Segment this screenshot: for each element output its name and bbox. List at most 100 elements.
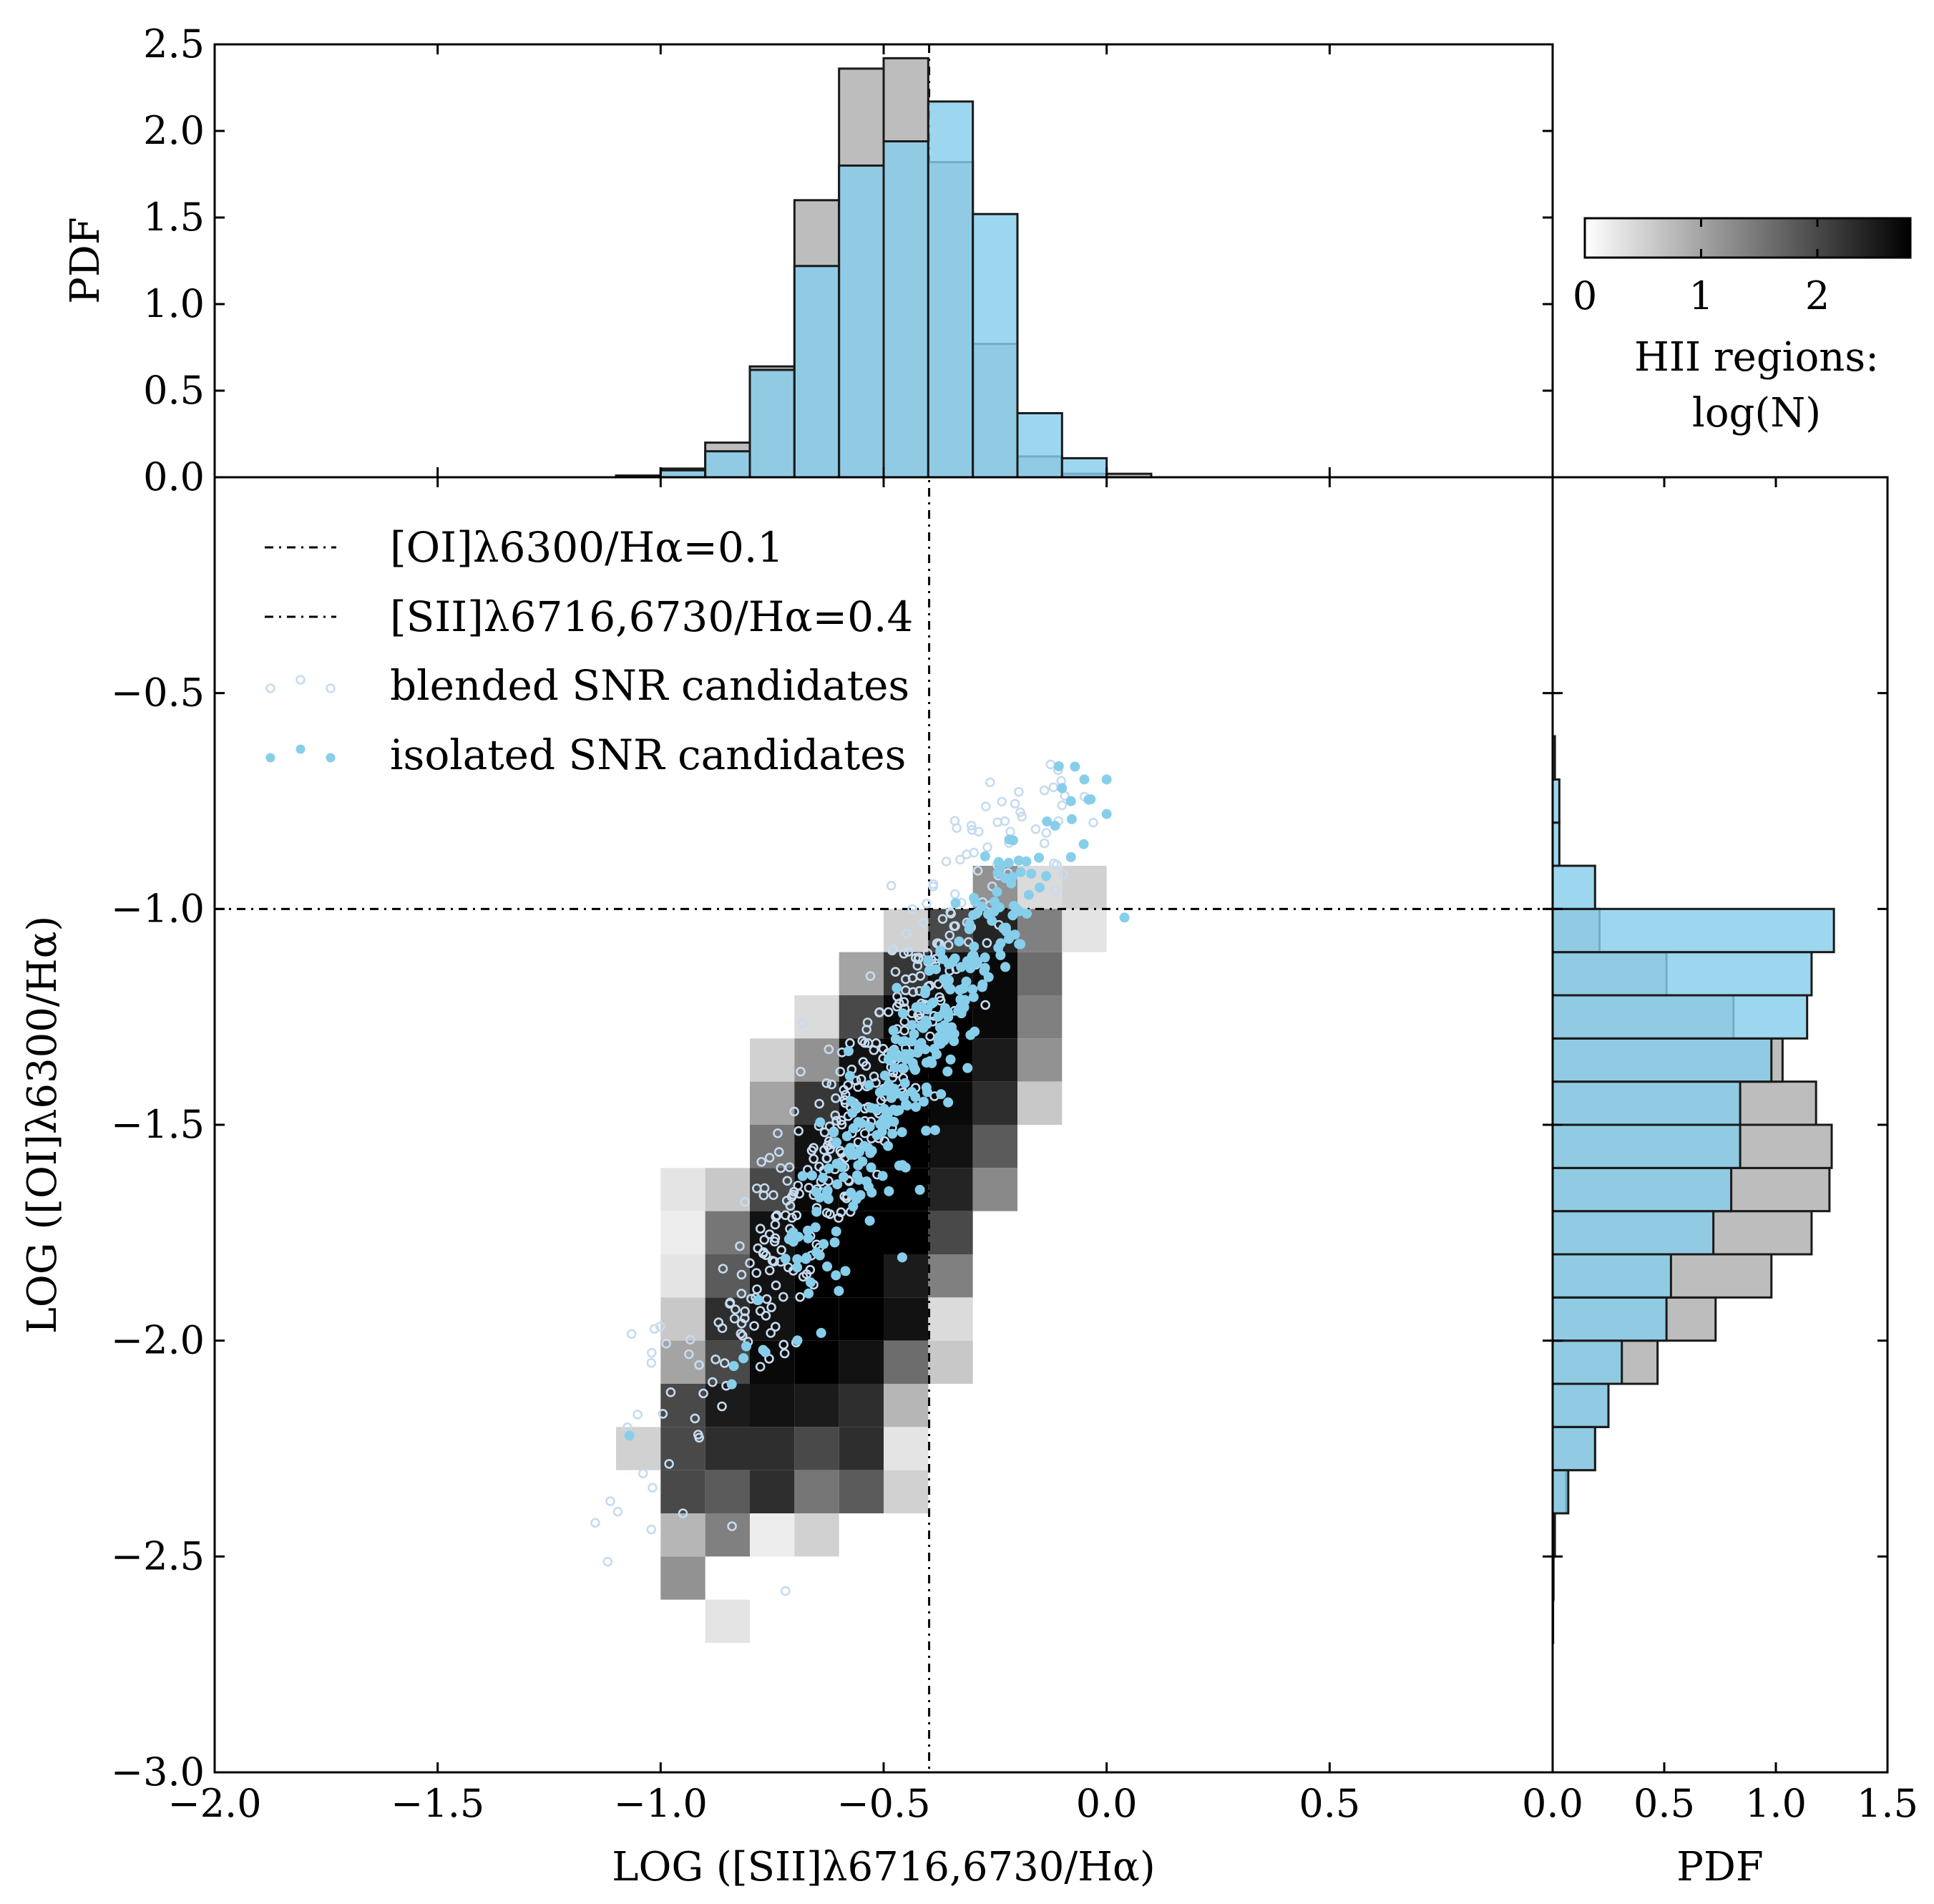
isolated-snr-point bbox=[797, 1171, 808, 1181]
isolated-snr-point bbox=[980, 851, 990, 861]
isolated-snr-point bbox=[834, 1286, 844, 1297]
isolated-snr-point bbox=[910, 1092, 921, 1103]
legend-blended-marker bbox=[296, 675, 306, 685]
isolated-snr-point bbox=[949, 953, 960, 964]
blended-snr-point bbox=[735, 1241, 745, 1251]
blended-snr-point bbox=[997, 796, 1007, 807]
blended-snr-point bbox=[1014, 786, 1024, 797]
blended-snr-point bbox=[821, 1208, 832, 1218]
isolated-snr-point bbox=[1042, 816, 1053, 827]
hii-density-cell bbox=[750, 1470, 795, 1513]
isolated-snr-point bbox=[845, 1149, 856, 1160]
hii-density-cell bbox=[928, 1168, 973, 1211]
isolated-snr-point bbox=[909, 1029, 919, 1040]
main-axis-ticks: −2.0 −1.5 −1.0 −0.5 0.0 0.5 −3.0 −2.5 −2.0 −1.5 −1… bbox=[111, 477, 1553, 1826]
isolated-snr-point bbox=[900, 1162, 911, 1173]
hii-density-cell bbox=[839, 1211, 884, 1254]
hii-density-cell bbox=[1017, 1081, 1063, 1125]
isolated-snr-point bbox=[970, 897, 981, 907]
isolated-snr-point bbox=[803, 1233, 814, 1244]
blended-snr-point bbox=[770, 1219, 781, 1230]
isolated-snr-point bbox=[821, 1187, 832, 1198]
hii-density-map bbox=[616, 866, 1107, 1643]
isolated-snr-point bbox=[1119, 912, 1130, 923]
isolated-snr-point bbox=[844, 1070, 855, 1081]
isolated-snr-point bbox=[1041, 871, 1052, 882]
blended-snr-point bbox=[633, 1410, 643, 1420]
isolated-snr-point bbox=[829, 1237, 840, 1248]
isolated-snr-point bbox=[889, 1116, 899, 1127]
hii-density-cell bbox=[794, 995, 839, 1039]
blended-snr-point bbox=[661, 1339, 671, 1349]
isolated-snr-point bbox=[936, 1089, 947, 1100]
isolated-snr-point bbox=[899, 1063, 909, 1074]
blended-snr-point bbox=[826, 1079, 837, 1090]
hii-density-cell bbox=[705, 1513, 750, 1557]
hii-density-cell bbox=[660, 1470, 705, 1513]
blended-snr-point bbox=[646, 1347, 657, 1358]
isolated-snr-point bbox=[922, 1087, 932, 1098]
isolated-snr-point bbox=[848, 1201, 859, 1211]
isolated-snr-point bbox=[828, 1127, 839, 1138]
top-y-tick-label: 0.5 bbox=[143, 368, 205, 413]
isolated-snr-point bbox=[1053, 761, 1064, 771]
blended-snr-point bbox=[694, 1360, 704, 1370]
blended-snr-point bbox=[955, 854, 965, 865]
hii-density-cell bbox=[839, 995, 884, 1039]
isolated-snr-point bbox=[932, 1049, 942, 1060]
blended-snr-point bbox=[835, 1066, 846, 1077]
isolated-snr-point bbox=[927, 998, 937, 1009]
blended-snr-point bbox=[937, 914, 948, 924]
blended-snr-point bbox=[755, 1306, 766, 1316]
blended-snr-point bbox=[834, 1213, 844, 1223]
isolated-snr-point bbox=[753, 1294, 763, 1305]
isolated-snr-point bbox=[934, 1031, 944, 1042]
isolated-snr-point bbox=[934, 1022, 945, 1033]
isolated-snr-point bbox=[818, 1173, 829, 1183]
isolated-snr-point bbox=[816, 1327, 826, 1338]
isolated-snr-point bbox=[889, 1062, 900, 1073]
y-tick-label: −1.5 bbox=[111, 1102, 205, 1147]
blended-snr-point bbox=[992, 817, 1002, 827]
isolated-snr-point bbox=[819, 1239, 829, 1249]
legend-blended-marker bbox=[265, 683, 275, 693]
blended-snr-point bbox=[982, 938, 992, 948]
isolated-snr-point bbox=[1101, 774, 1112, 785]
blended-snr-point bbox=[756, 1224, 766, 1234]
isolated-snr-point bbox=[805, 1277, 816, 1288]
blended-snr-point bbox=[899, 997, 909, 1007]
blended-snr-point bbox=[883, 1007, 894, 1017]
isolated-snr-point bbox=[882, 1109, 893, 1120]
blended-snr-point bbox=[843, 1080, 853, 1090]
y-tick-label: −3.0 bbox=[111, 1749, 205, 1795]
right-histogram-axes: 0.0 0.5 1.0 1.5 PDF bbox=[1522, 476, 1918, 1890]
blended-snr-point bbox=[784, 1162, 795, 1173]
isolated-snr-point bbox=[853, 1117, 864, 1128]
blended-snr-point bbox=[789, 1106, 799, 1117]
blended-snr-point bbox=[925, 1031, 935, 1042]
isolated-snr-point bbox=[979, 965, 990, 976]
isolated-snr-point bbox=[1079, 774, 1090, 785]
blended-snr-point bbox=[840, 1090, 851, 1100]
isolated-snr-point bbox=[1070, 761, 1080, 772]
top-y-tick-label: 0.0 bbox=[143, 454, 205, 499]
hii-density-cell bbox=[705, 1427, 750, 1470]
hii-density-cell bbox=[1062, 866, 1107, 909]
main-x-axis-label: LOG ([SII]λ6716,6730/Hα) bbox=[612, 1844, 1155, 1890]
isolated-snr-point bbox=[1065, 796, 1076, 806]
top-histogram-bars bbox=[615, 57, 1153, 479]
blended-snr-point bbox=[708, 1377, 718, 1387]
reference-lines bbox=[215, 44, 1553, 1772]
blended-snr-point bbox=[778, 1292, 788, 1302]
hii-density-cell bbox=[972, 1125, 1017, 1168]
right-hist-bar-snr bbox=[1551, 1037, 1773, 1083]
blended-snr-point bbox=[798, 1018, 809, 1028]
blended-snr-point bbox=[1050, 885, 1060, 896]
y-tick-label: −2.5 bbox=[111, 1533, 205, 1578]
isolated-snr-point bbox=[910, 1101, 921, 1112]
x-tick-label: −1.5 bbox=[391, 1781, 484, 1826]
isolated-snr-point bbox=[970, 958, 981, 969]
hii-density-cell bbox=[750, 1427, 795, 1470]
hii-density-cell bbox=[972, 1168, 1017, 1211]
isolated-snr-point bbox=[792, 1335, 803, 1346]
